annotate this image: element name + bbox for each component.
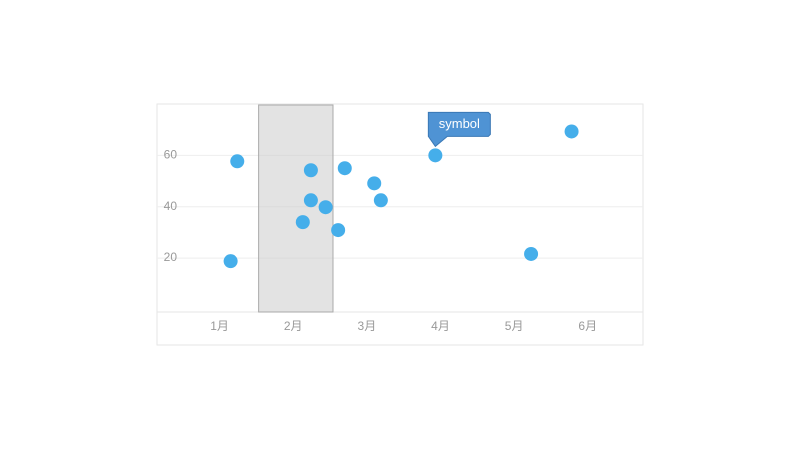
x-tick-label: 6月 [578,319,597,333]
x-tick-label: 4月 [431,319,450,333]
point [564,124,579,139]
x-tick-label: 1月 [210,319,229,333]
point [524,246,539,261]
point [223,254,238,269]
y-tick-label: 40 [164,199,178,213]
y-tick-label: 20 [164,250,178,264]
y-tick-label: 60 [164,148,178,162]
point [373,193,388,208]
annotation-label: symbol [439,116,480,131]
x-tick-label: 3月 [358,319,377,333]
point [331,223,346,238]
point [295,215,310,230]
x-tick-label: 2月 [284,319,303,333]
point [428,148,443,163]
annotation-bubble [427,111,491,148]
point [303,193,318,208]
chart-frame [156,103,644,346]
point [303,163,318,178]
x-tick-label: 5月 [505,319,524,333]
point [318,200,333,215]
point [230,154,245,169]
point [337,161,352,176]
point [367,176,382,191]
